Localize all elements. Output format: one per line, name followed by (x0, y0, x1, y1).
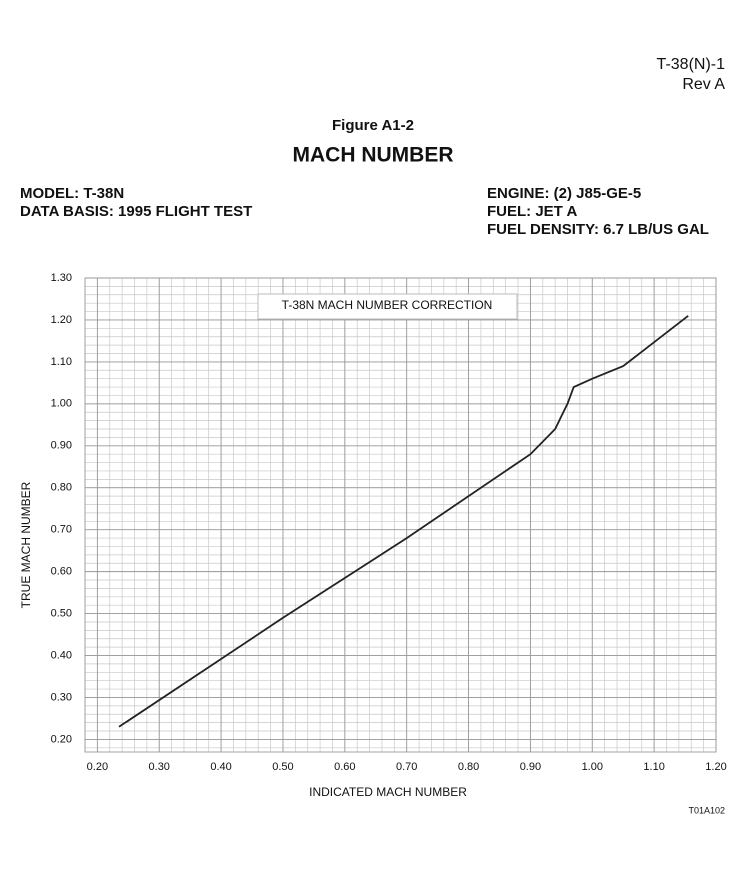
fuel: FUEL: JET A (487, 203, 577, 220)
x-tick-label: 0.20 (87, 761, 108, 773)
x-tick-label: 1.00 (582, 761, 603, 773)
doc-id: T-38(N)-1 (657, 56, 726, 73)
x-tick-label: 0.50 (272, 761, 293, 773)
y-tick-label: 0.90 (51, 440, 72, 452)
y-tick-label: 0.20 (51, 733, 72, 745)
y-tick-label: 1.20 (51, 314, 72, 326)
figure-code: T01A102 (688, 805, 725, 815)
y-tick-label: 0.60 (51, 566, 72, 578)
grid (84, 277, 717, 753)
x-tick-label: 1.20 (705, 761, 726, 773)
chart-title: T-38N MACH NUMBER CORRECTION (282, 298, 493, 312)
y-tick-label: 0.70 (51, 524, 72, 536)
y-tick-label: 1.00 (51, 398, 72, 410)
y-tick-label: 0.80 (51, 482, 72, 494)
x-tick-label: 0.40 (210, 761, 231, 773)
data-line (118, 315, 689, 728)
x-tick-label: 0.30 (149, 761, 170, 773)
y-tick-label: 0.40 (51, 649, 72, 661)
figure-label: Figure A1-2 (332, 117, 414, 134)
revision: Rev A (682, 76, 725, 93)
engine: ENGINE: (2) J85-GE-5 (487, 185, 641, 202)
x-axis-label: INDICATED MACH NUMBER (309, 785, 467, 799)
y-tick-label: 1.30 (51, 272, 72, 284)
heading: MACH NUMBER (293, 144, 454, 167)
y-axis-label: TRUE MACH NUMBER (19, 481, 33, 608)
y-tick-label: 0.50 (51, 607, 72, 619)
title-box (257, 293, 518, 320)
fuel-density: FUEL DENSITY: 6.7 LB/US GAL (487, 221, 709, 238)
y-tick-label: 0.30 (51, 691, 72, 703)
x-tick-label: 0.80 (458, 761, 479, 773)
y-tick-label: 1.10 (51, 356, 72, 368)
model: MODEL: T-38N (20, 185, 124, 202)
x-tick-label: 1.10 (643, 761, 664, 773)
plot (118, 315, 689, 728)
x-tick-label: 0.90 (520, 761, 541, 773)
plot-frame (84, 277, 717, 753)
x-tick-label: 0.70 (396, 761, 417, 773)
x-tick-label: 0.60 (334, 761, 355, 773)
data-basis: DATA BASIS: 1995 FLIGHT TEST (20, 203, 252, 220)
